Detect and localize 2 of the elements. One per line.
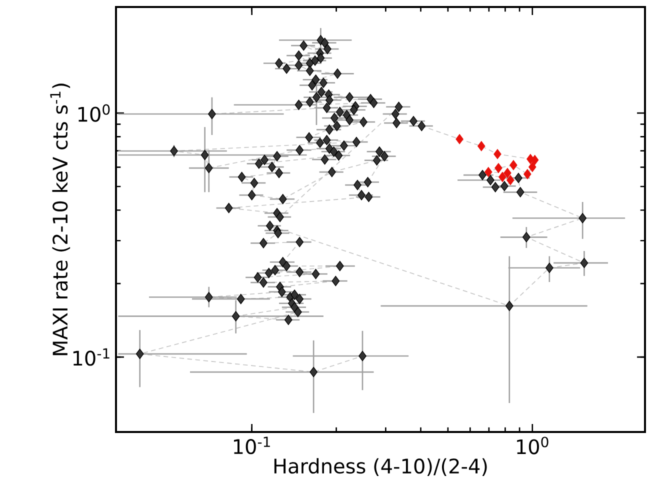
x-axis-title: Hardness (4-10)/(2-4) [274,458,487,476]
y-axis-title: MAXI rate (2-10 keV cts s$^{-1}$) [50,84,70,356]
